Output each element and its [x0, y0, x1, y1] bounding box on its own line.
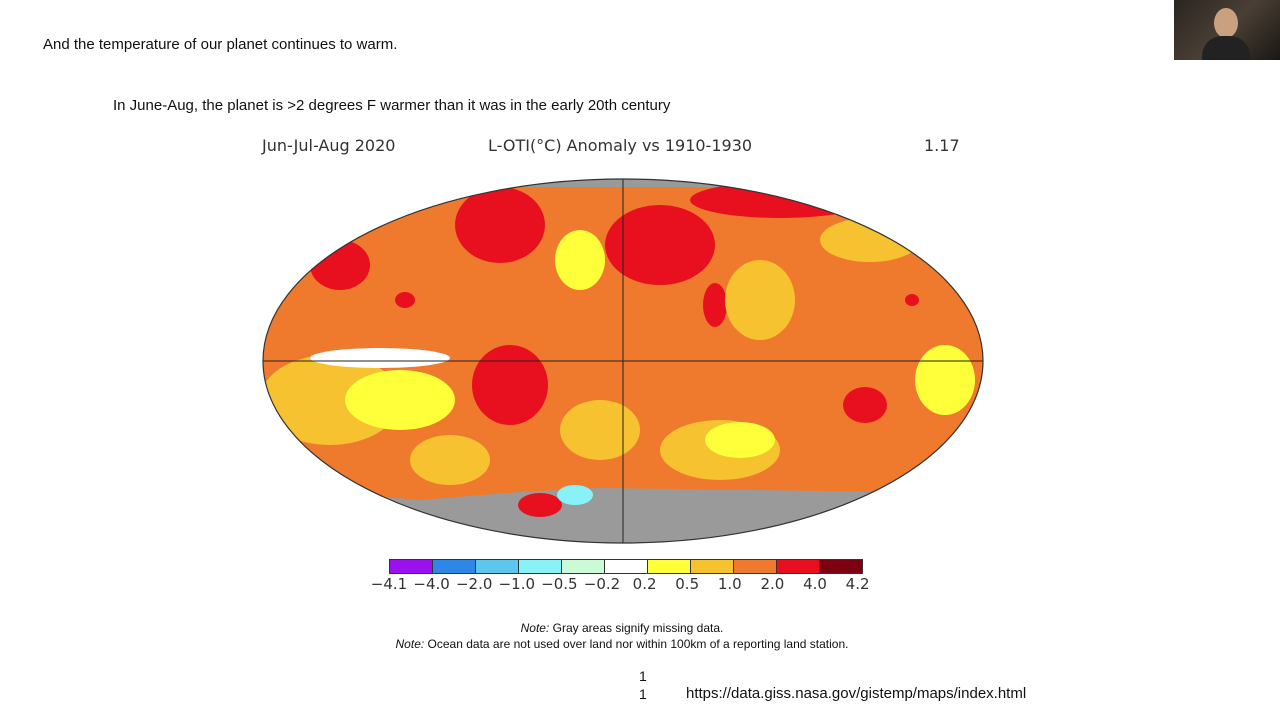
presenter-video-icon [1174, 0, 1280, 60]
colorbar-swatch [691, 560, 734, 573]
map-period: Jun-Jul-Aug 2020 [262, 136, 396, 155]
cool-anomaly-region [557, 485, 593, 505]
colorbar-swatch [433, 560, 476, 573]
colorbar-swatch [820, 560, 862, 573]
colorbar-swatch [476, 560, 519, 573]
note-text: Ocean data are not used over land nor wi… [424, 637, 849, 651]
slight-anomaly-regions [345, 230, 975, 458]
colorbar-tick-label: −1.0 [498, 575, 536, 593]
colorbar-swatch [734, 560, 777, 573]
note-label: Note: [520, 621, 550, 635]
colorbar-swatch [519, 560, 562, 573]
note-label: Note: [395, 637, 425, 651]
note-ocean-data: Note: Ocean data are not used over land … [0, 637, 1262, 651]
missing-data-arctic [263, 179, 983, 187]
map-title: L-OTI(°C) Anomaly vs 1910-1930 [488, 136, 753, 155]
page-number: 1 [639, 686, 647, 702]
colorbar-swatch [648, 560, 691, 573]
slide-headline: And the temperature of our planet contin… [43, 36, 398, 53]
note-missing-data: Note: Gray areas signify missing data. [0, 621, 1262, 635]
colorbar-tick-label: −4.1 [370, 575, 408, 593]
missing-data-antarctica [263, 488, 983, 543]
colorbar-swatch [605, 560, 648, 573]
colorbar-tick-label: −4.0 [413, 575, 450, 593]
presenter-head [1214, 8, 1238, 38]
colorbar-tick-label: −0.5 [541, 575, 578, 593]
colorbar-tick-label: 1.0 [717, 575, 742, 593]
colorbar-tick-label: −0.2 [583, 575, 621, 593]
colorbar-tick-label: 0.5 [675, 575, 700, 593]
colorbar [389, 559, 863, 574]
colorbar-swatch [777, 560, 820, 573]
colorbar-tick-label: 2.0 [760, 575, 785, 593]
colorbar-tick-label: −2.0 [455, 575, 493, 593]
colorbar-tick-label: 0.2 [632, 575, 657, 593]
warm-anomaly-regions [310, 182, 919, 517]
colorbar-tick-label: 4.2 [845, 575, 870, 593]
slide-subheading: In June-Aug, the planet is >2 degrees F … [113, 97, 671, 114]
colorbar-swatch [562, 560, 605, 573]
map-global-mean: 1.17 [924, 136, 960, 155]
neutral-anomaly-region [310, 348, 450, 368]
colorbar-ticks: −4.1 −4.0 −2.0 −1.0 −0.5 −0.2 0.2 0.5 1.0 2.0 4.0 4… [366, 575, 876, 595]
map-outline [262, 178, 984, 544]
source-url[interactable]: https://data.giss.nasa.gov/gistemp/maps/… [686, 685, 1027, 702]
page-number: 1 [639, 668, 647, 684]
colorbar-swatch [390, 560, 433, 573]
presenter-shoulders [1202, 36, 1250, 60]
note-text: Gray areas signify missing data. [549, 621, 724, 635]
colorbar-tick-label: 4.0 [803, 575, 827, 593]
